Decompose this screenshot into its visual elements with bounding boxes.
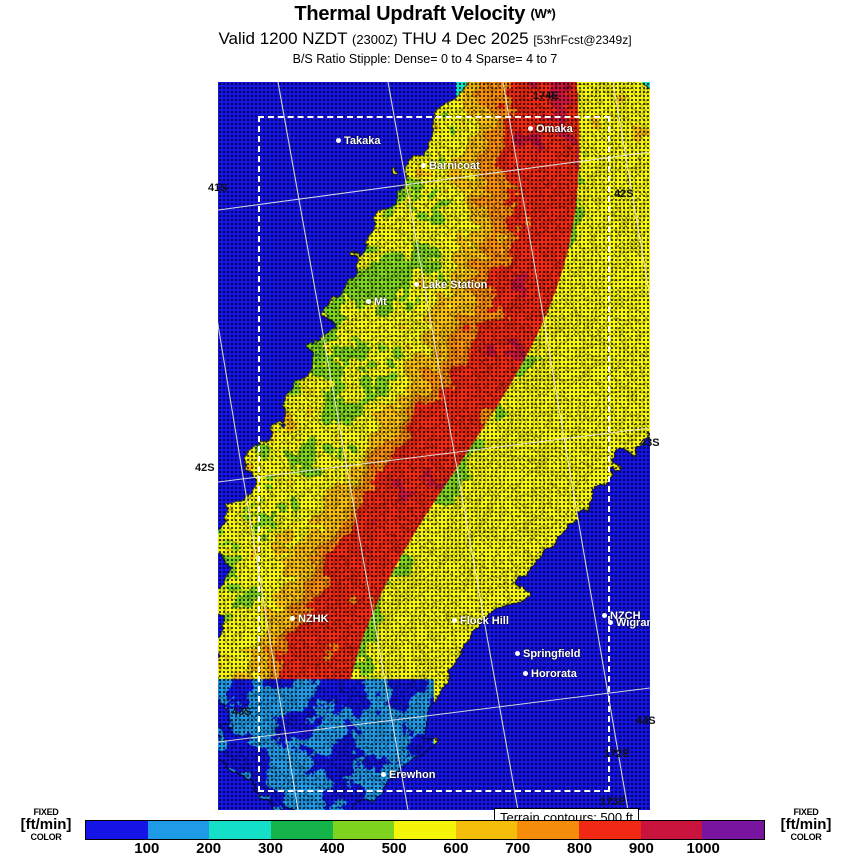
graticule-svg — [218, 82, 650, 810]
station-label: NZHK — [298, 612, 329, 625]
graticule-label: 41S — [208, 182, 228, 194]
legend-fixed-label-right: FIXED — [793, 807, 819, 817]
station-marker: NZHK — [290, 610, 329, 628]
station-label: Lake Station — [422, 278, 488, 291]
valid-time-line: Valid 1200 NZDT (2300Z) THU 4 Dec 2025 [… — [0, 29, 850, 49]
station-dot-icon — [523, 671, 528, 677]
color-tick-1000: 1000 — [686, 840, 720, 857]
station-marker: Hororata — [523, 665, 577, 683]
graticule — [218, 82, 650, 810]
legend-units-left: FIXED [ft/min] COLOR — [10, 807, 82, 843]
color-swatch-4 — [332, 821, 395, 839]
station-dot-icon — [452, 618, 457, 624]
graticule-label: 44S — [636, 715, 656, 727]
station-marker: Mt — [366, 293, 387, 311]
valid-utc: (2300Z) — [352, 32, 398, 47]
color-bar[interactable] — [85, 820, 765, 840]
forecast-tag: [53hrFcst@2349z] — [533, 33, 632, 47]
graticule-label: 43S — [232, 706, 252, 718]
station-label: Mt — [374, 295, 387, 308]
color-swatch-6 — [455, 821, 518, 839]
stipple-legend-note: B/S Ratio Stipple: Dense= 0 to 4 Sparse=… — [292, 52, 558, 66]
station-dot-icon — [366, 299, 371, 305]
station-marker: Erewhon — [381, 766, 435, 784]
page-title: Thermal Updraft Velocity (W*) — [0, 0, 850, 26]
station-marker: Takaka — [336, 132, 381, 150]
color-swatch-10 — [702, 821, 765, 839]
graticule-label: 43S — [640, 437, 660, 449]
task-domain-box — [258, 116, 610, 792]
legend-color-label-left: COLOR — [30, 832, 62, 843]
station-label: NZCH — [610, 609, 641, 622]
forecast-map[interactable]: Takaka Omaka Barnicoat Lake Station Mt NZHK Fl… — [218, 82, 650, 810]
station-label: Barnicoat — [429, 159, 480, 172]
color-tick-900: 900 — [628, 840, 654, 857]
color-swatch-8 — [579, 821, 641, 839]
station-label: Flock Hill — [460, 614, 509, 627]
valid-time: Valid 1200 NZDT — [218, 29, 348, 48]
color-scale-legend: FIXED [ft/min] COLOR 100 200 300 400 500 600 7… — [0, 807, 850, 860]
color-tick-100: 100 — [134, 840, 160, 857]
stipple-overlay — [218, 82, 650, 810]
color-swatch-1 — [147, 821, 210, 839]
station-label: Hororata — [531, 667, 577, 680]
color-tick-700: 700 — [505, 840, 531, 857]
color-swatch-0 — [86, 821, 148, 839]
station-marker: Lake Station — [414, 276, 487, 294]
legend-units-right: FIXED [ft/min] COLOR — [770, 807, 842, 843]
color-swatch-2 — [209, 821, 271, 839]
station-dot-icon — [608, 620, 613, 626]
station-label: Omaka — [536, 122, 573, 135]
title-block: Thermal Updraft Velocity (W*) Valid 1200… — [0, 0, 850, 66]
station-dot-icon — [381, 772, 386, 778]
station-dot-icon — [414, 282, 419, 288]
station-dot-icon — [515, 651, 520, 657]
graticule-label: 42S — [614, 188, 634, 200]
station-marker: Barnicoat — [421, 157, 480, 175]
station-marker: NZCH — [602, 607, 641, 625]
color-tick-200: 200 — [196, 840, 222, 857]
legend-color-label-right: COLOR — [790, 832, 822, 843]
station-marker: Springfield — [515, 645, 580, 663]
station-marker: Omaka — [528, 120, 573, 138]
legend-unit-left: [ft/min] — [20, 816, 72, 834]
station-label: Springfield — [523, 647, 581, 660]
graticule-label: 173E — [600, 796, 626, 808]
station-layer: Takaka Omaka Barnicoat Lake Station Mt NZHK Fl… — [218, 82, 650, 810]
station-dot-icon — [602, 613, 607, 619]
title-superscript: (W*) — [530, 6, 556, 21]
color-tick-500: 500 — [381, 840, 407, 857]
station-dot-icon — [421, 163, 426, 169]
valid-date: THU 4 Dec 2025 — [401, 29, 529, 48]
legend-unit-right: [ft/min] — [780, 816, 832, 834]
color-tick-600: 600 — [443, 840, 469, 857]
station-dot-icon — [528, 126, 533, 132]
legend-fixed-label-left: FIXED — [33, 807, 59, 817]
graticule-label: 174E — [533, 90, 559, 102]
station-dot-icon — [336, 138, 341, 144]
station-dot-icon — [290, 616, 295, 622]
color-tick-300: 300 — [257, 840, 283, 857]
station-label: Takaka — [344, 134, 381, 147]
graticule-label: 42S — [195, 462, 215, 474]
station-marker: Flock Hill — [452, 612, 509, 630]
station-label: Erewhon — [389, 768, 436, 781]
color-swatch-3 — [270, 821, 333, 839]
color-swatch-5 — [394, 821, 456, 839]
station-label: Wigram — [616, 616, 650, 629]
color-swatch-7 — [517, 821, 580, 839]
color-tick-800: 800 — [567, 840, 593, 857]
color-bar-ticks: 100 200 300 400 500 600 700 800 900 1000 — [85, 840, 765, 860]
color-tick-400: 400 — [319, 840, 345, 857]
title-text: Thermal Updraft Velocity — [294, 3, 526, 25]
graticule-label: 172E — [604, 748, 630, 760]
color-swatch-9 — [640, 821, 703, 839]
station-marker: Wigram — [608, 614, 650, 632]
